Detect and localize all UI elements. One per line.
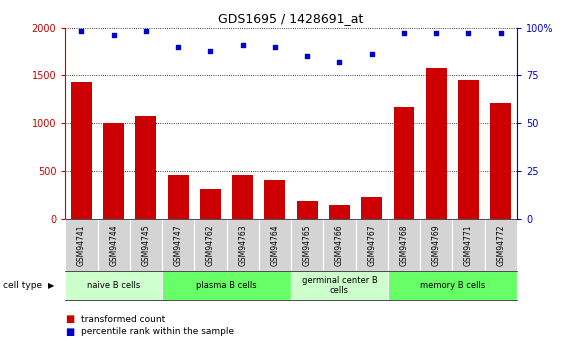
Text: GSM94767: GSM94767 bbox=[367, 224, 376, 266]
Bar bbox=[388, 271, 517, 300]
Bar bbox=[329, 205, 350, 219]
Text: GSM94745: GSM94745 bbox=[141, 224, 151, 266]
Text: GSM94771: GSM94771 bbox=[464, 224, 473, 266]
Point bbox=[399, 31, 408, 36]
Bar bbox=[361, 197, 382, 219]
Point bbox=[206, 48, 215, 53]
Text: GSM94769: GSM94769 bbox=[432, 224, 441, 266]
Text: memory B cells: memory B cells bbox=[420, 281, 485, 290]
Bar bbox=[394, 107, 415, 219]
Bar bbox=[65, 271, 162, 300]
Bar bbox=[162, 271, 291, 300]
Text: GSM94744: GSM94744 bbox=[109, 224, 118, 266]
Point bbox=[238, 42, 247, 48]
Bar bbox=[485, 219, 517, 271]
Text: GSM94768: GSM94768 bbox=[399, 224, 408, 266]
Point bbox=[367, 52, 376, 57]
Text: plasma B cells: plasma B cells bbox=[197, 281, 257, 290]
Text: GSM94747: GSM94747 bbox=[174, 224, 183, 266]
Point bbox=[141, 29, 151, 34]
Bar bbox=[296, 201, 318, 219]
Bar bbox=[426, 68, 446, 219]
Bar bbox=[291, 219, 323, 271]
Text: GSM94764: GSM94764 bbox=[270, 224, 279, 266]
Text: GSM94772: GSM94772 bbox=[496, 224, 506, 266]
Point bbox=[77, 29, 86, 34]
Bar bbox=[232, 175, 253, 219]
Title: GDS1695 / 1428691_at: GDS1695 / 1428691_at bbox=[219, 12, 364, 25]
Bar bbox=[259, 219, 291, 271]
Text: GSM94765: GSM94765 bbox=[303, 224, 312, 266]
Text: percentile rank within the sample: percentile rank within the sample bbox=[81, 327, 234, 336]
Bar bbox=[458, 80, 479, 219]
Bar bbox=[356, 219, 388, 271]
Text: naive B cells: naive B cells bbox=[87, 281, 140, 290]
Bar bbox=[103, 123, 124, 219]
Text: GSM94766: GSM94766 bbox=[335, 224, 344, 266]
Text: germinal center B
cells: germinal center B cells bbox=[302, 276, 377, 295]
Text: GSM94763: GSM94763 bbox=[238, 224, 247, 266]
Point bbox=[335, 59, 344, 65]
Text: ■: ■ bbox=[65, 314, 74, 324]
Bar bbox=[452, 219, 485, 271]
Point bbox=[432, 31, 441, 36]
Bar bbox=[265, 180, 286, 219]
Text: transformed count: transformed count bbox=[81, 315, 165, 324]
Bar bbox=[420, 219, 452, 271]
Bar bbox=[168, 175, 189, 219]
Point bbox=[303, 53, 312, 59]
Bar bbox=[98, 219, 130, 271]
Bar bbox=[136, 116, 156, 219]
Bar bbox=[323, 219, 356, 271]
Bar bbox=[130, 219, 162, 271]
Bar bbox=[200, 189, 221, 219]
Text: ■: ■ bbox=[65, 327, 74, 337]
Text: cell type: cell type bbox=[3, 281, 42, 290]
Text: GSM94741: GSM94741 bbox=[77, 224, 86, 266]
Bar bbox=[65, 219, 98, 271]
Text: GSM94762: GSM94762 bbox=[206, 224, 215, 266]
Point bbox=[270, 44, 279, 49]
Bar bbox=[194, 219, 227, 271]
Bar bbox=[162, 219, 194, 271]
Bar bbox=[490, 103, 511, 219]
Bar bbox=[227, 219, 259, 271]
Point bbox=[496, 31, 506, 36]
Point bbox=[464, 31, 473, 36]
Bar bbox=[71, 82, 92, 219]
Point bbox=[109, 32, 118, 38]
Point bbox=[174, 44, 183, 49]
Bar bbox=[388, 219, 420, 271]
Bar bbox=[291, 271, 388, 300]
Text: ▶: ▶ bbox=[48, 281, 55, 290]
